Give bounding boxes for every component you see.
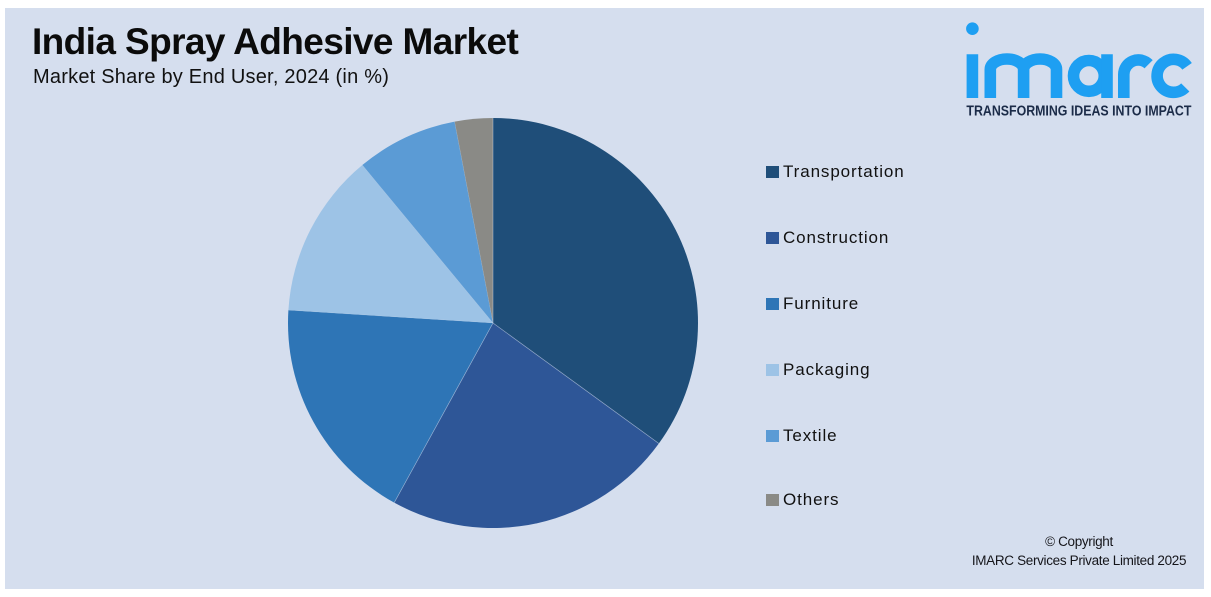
svg-text:TRANSFORMING IDEAS INTO IMPACT: TRANSFORMING IDEAS INTO IMPACT (966, 103, 1191, 119)
